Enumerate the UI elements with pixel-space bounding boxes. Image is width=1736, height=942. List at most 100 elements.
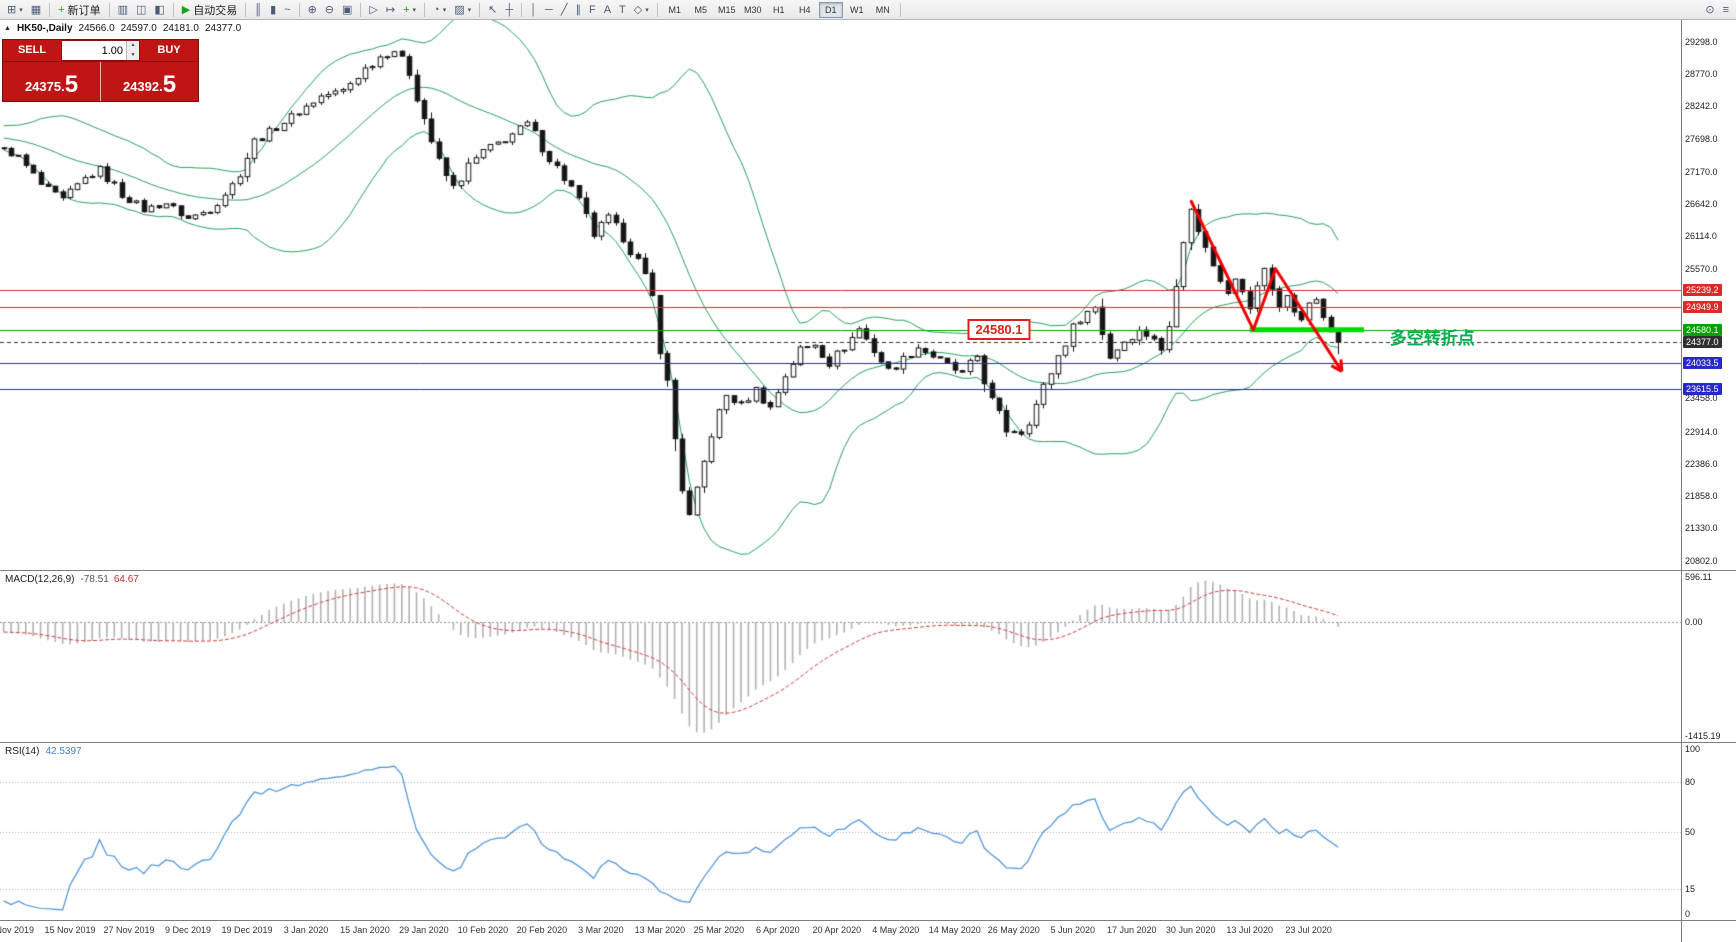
price-level-label: 24033.5 [1683, 357, 1722, 370]
timeframe-w1-button[interactable]: W1 [845, 2, 869, 18]
timeframe-mn-button[interactable]: MN [871, 2, 895, 18]
horizontal-line-icon[interactable]: ─ [541, 1, 557, 19]
trendline-icon[interactable]: ╱ [557, 1, 572, 19]
timeframe-m1-button[interactable]: M1 [663, 2, 687, 18]
chevron-down-icon: ▾ [467, 6, 472, 14]
tile-windows-icon[interactable]: ▣ [338, 1, 356, 19]
sell-button[interactable]: SELL [17, 44, 47, 56]
bar-chart-icon[interactable]: ║ [250, 1, 266, 19]
bar-chart-icon: ║ [254, 3, 263, 16]
axis-tick-label: 27698.0 [1685, 134, 1718, 145]
text-icon: A [603, 3, 612, 16]
new-order-button[interactable]: + 新订单 [54, 1, 104, 19]
chevron-down-icon: ▾ [442, 6, 447, 14]
text-label-icon[interactable]: T [615, 1, 630, 19]
date-tick-label: 13 Jul 2020 [1226, 925, 1273, 935]
cursor-icon[interactable]: ↖ [484, 1, 501, 19]
rsi-canvas[interactable] [0, 743, 1681, 920]
timeframe-h1-button[interactable]: H1 [767, 2, 791, 18]
chart-header: ▲ HK50-,Daily 24566.0 24597.0 24181.0 24… [4, 23, 241, 34]
axis-tick-label: 21858.0 [1685, 491, 1718, 502]
date-tick-label: 15 Nov 2019 [44, 925, 96, 935]
profiles-icon[interactable]: ▦ [27, 1, 45, 19]
toolbar-separator [424, 2, 426, 17]
candlestick-chart-icon[interactable]: ▮ [266, 1, 280, 19]
line-chart-icon[interactable]: ~ [280, 1, 294, 19]
lot-size-field: ▲ ▼ [61, 40, 140, 61]
equidistant-channel-icon: ∥ [575, 3, 581, 16]
date-tick-label: 15 Jan 2020 [340, 925, 390, 935]
vertical-line-icon[interactable]: │ [526, 1, 541, 19]
buy-button[interactable]: BUY [157, 44, 181, 56]
toolbar-separator [245, 2, 247, 17]
chart-shift-icon[interactable]: ↦ [382, 1, 399, 19]
auto-scroll-icon[interactable]: ▷ [365, 1, 381, 19]
autotrading-label: 自动交易 [193, 4, 238, 17]
date-tick-label: 29 Jan 2020 [399, 925, 449, 935]
market-watch-icon[interactable]: ▥ [114, 1, 132, 19]
lot-decrease-button[interactable]: ▼ [127, 50, 139, 60]
chevron-down-icon: ▾ [19, 6, 23, 14]
macd-canvas[interactable] [0, 571, 1681, 742]
timeframe-d1-button[interactable]: D1 [818, 1, 843, 18]
macd-name: MACD(12,26,9) [5, 574, 75, 585]
new-chart-icon: ⊞ [7, 3, 17, 16]
date-tick-label: 5 Jun 2020 [1050, 925, 1096, 935]
sell-price-button[interactable]: 24375. 5 [3, 62, 101, 101]
text-icon[interactable]: A [600, 1, 615, 19]
timeframe-m15-button[interactable]: M15 [715, 2, 739, 18]
date-tick-label: 3 Jan 2020 [283, 925, 329, 935]
axis-tick-label: 23458.0 [1685, 393, 1718, 404]
arrows-icon: ◇ [633, 3, 643, 16]
toolbar-separator [360, 2, 362, 17]
lot-input[interactable] [62, 41, 126, 60]
periods-icon: ◔ [433, 3, 440, 16]
date-tick-label: 9 Dec 2019 [164, 925, 212, 935]
price-annotation-flag[interactable]: 24580.1 [967, 318, 1031, 340]
toolbar-separator [298, 2, 300, 17]
zoom-out-icon[interactable]: ⊖ [321, 1, 338, 19]
navigator-icon[interactable]: ◧ [150, 1, 168, 19]
turning-point-annotation[interactable]: 多空转折点 [1389, 328, 1475, 348]
quick-menu-icon[interactable]: ≡ [1719, 1, 1733, 19]
time-axis[interactable]: 5 Nov 2019 15 Nov 2019 27 Nov 2019 9 Dec 20… [0, 920, 1736, 942]
zoom-in-icon[interactable]: ⊕ [304, 1, 321, 19]
timeframe-m5-button[interactable]: M5 [689, 2, 713, 18]
arrows-icon[interactable]: ◇ ▾ [630, 1, 653, 19]
date-tick-label: 20 Feb 2020 [516, 925, 568, 935]
buy-price-button[interactable]: 24392. 5 [101, 62, 198, 101]
fibonacci-icon[interactable]: F [585, 1, 600, 19]
axis-tick-label: 100 [1685, 744, 1701, 754]
lot-increase-button[interactable]: ▲ [127, 41, 139, 51]
axis-tick-label: 15 [1685, 884, 1696, 895]
main-chart-canvas[interactable] [0, 20, 1681, 570]
price-pane: 29298.0 28770.0 28242.0 27698.0 27170.0 26642… [0, 20, 1736, 570]
autotrading-button[interactable]: ▶ 自动交易 [178, 1, 241, 19]
oneclick-collapse-icon[interactable]: ▲ [4, 25, 11, 32]
date-tick-label: 27 Nov 2019 [103, 925, 155, 935]
search-icon[interactable]: ⊙ [1701, 1, 1718, 19]
macd-main-value: -78.51 [80, 574, 109, 585]
timeframe-m30-button[interactable]: M30 [741, 2, 765, 18]
crosshair-icon[interactable]: ┼ [501, 1, 517, 19]
macd-axis: 596.11 0.00 -1415.19 [1681, 571, 1736, 742]
new-chart-icon[interactable]: ⊞ ▾ [3, 1, 27, 19]
timeframe-h4-button[interactable]: H4 [793, 2, 817, 18]
one-click-trading-panel: SELL ▲ ▼ BUY 24375.5 24392 [2, 39, 199, 102]
equidistant-channel-icon[interactable]: ∥ [571, 1, 585, 19]
ohlc-high: 24597.0 [120, 23, 157, 34]
price-axis[interactable]: 29298.0 28770.0 28242.0 27698.0 27170.0 26642… [1681, 20, 1736, 570]
data-window-icon[interactable]: ◫ [132, 1, 150, 19]
templates-icon[interactable]: ▨ ▾ [450, 1, 475, 19]
axis-tick-label: 26114.0 [1685, 231, 1717, 242]
indicators-icon[interactable]: + ▾ [399, 1, 420, 19]
navigator-icon: ◧ [154, 3, 165, 16]
auto-scroll-icon: ▷ [369, 3, 378, 16]
date-tick-label: 5 Nov 2019 [0, 925, 35, 935]
date-tick-label: 3 Mar 2020 [578, 925, 624, 935]
periods-icon[interactable]: ◔ ▾ [429, 1, 450, 19]
axis-tick-label: -1415.19 [1685, 731, 1721, 741]
date-tick-label: 6 Apr 2020 [756, 925, 800, 935]
search-icon: ⊙ [1705, 3, 1715, 16]
toolbar-separator [479, 2, 481, 17]
